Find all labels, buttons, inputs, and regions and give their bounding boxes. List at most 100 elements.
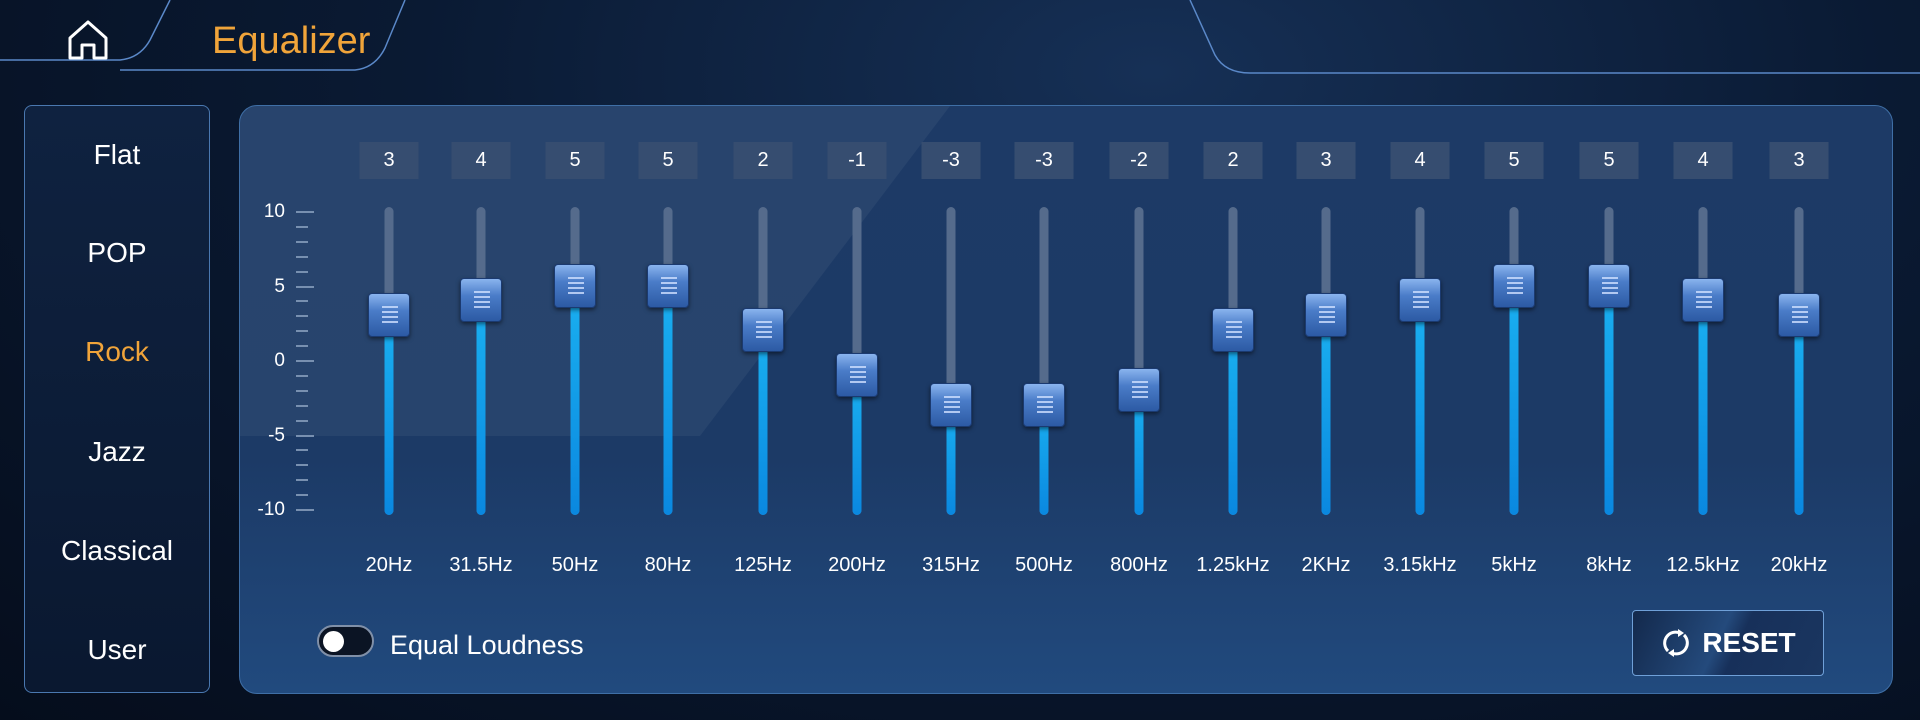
band-frequency-label: 20kHz: [1770, 554, 1828, 576]
slider-handle[interactable]: [930, 382, 972, 427]
slider-track[interactable]: [1039, 207, 1049, 515]
scale-label: 5: [274, 275, 285, 297]
scale-tick: [296, 374, 308, 377]
scale-tick: [296, 449, 308, 452]
scale-tick: [296, 389, 308, 392]
band-value: 2: [733, 142, 793, 179]
slider-handle[interactable]: [1118, 367, 1160, 412]
slider-handle[interactable]: [1778, 293, 1820, 338]
slider-fill: [1321, 315, 1331, 515]
slider-fill: [852, 374, 862, 515]
home-icon[interactable]: [66, 18, 110, 62]
scale-label: -10: [257, 499, 285, 520]
slider-handle[interactable]: [647, 263, 689, 308]
scale-tick: [296, 404, 308, 407]
scale-tick: [296, 240, 308, 243]
slider-fill: [1794, 315, 1804, 515]
preset-user[interactable]: User: [87, 634, 147, 665]
slider-handle[interactable]: [368, 293, 410, 338]
page-title: Equalizer: [212, 20, 371, 62]
band-value: 4: [1673, 142, 1733, 179]
slider-fill: [1415, 300, 1425, 515]
scale-tick: [296, 434, 314, 437]
slider-handle[interactable]: [836, 352, 878, 397]
slider-fill: [663, 285, 673, 515]
scale-tick: [296, 464, 308, 467]
slider-handle[interactable]: [742, 308, 784, 353]
scale-tick: [296, 315, 308, 318]
scale-tick: [296, 345, 308, 348]
refresh-icon: [1663, 629, 1690, 657]
panel-gloss: [240, 106, 950, 436]
slider-handle[interactable]: [554, 263, 596, 308]
scale-tick: [296, 330, 308, 333]
band-frequency-label: 20Hz: [365, 554, 413, 576]
scale-tick: [296, 270, 308, 273]
equalizer-panel: 10 5 0 -5 -10 3 20Hz 4 31.5Hz 5 50Hz 5 80Hz 2 125Hz -1 2…: [239, 105, 1893, 694]
band-value: 3: [1769, 142, 1829, 179]
band-frequency-label: 12.5kHz: [1666, 554, 1740, 576]
slider-fill: [758, 330, 768, 515]
slider-handle[interactable]: [1305, 293, 1347, 338]
slider-handle[interactable]: [1023, 382, 1065, 427]
band-value: 5: [1484, 142, 1544, 179]
band-frequency-label: 315Hz: [922, 554, 980, 576]
slider-track[interactable]: [1134, 207, 1144, 515]
slider-handle[interactable]: [1493, 263, 1535, 308]
slider-handle[interactable]: [460, 278, 502, 323]
band-frequency-label: 1.25kHz: [1196, 554, 1270, 576]
slider-track[interactable]: [946, 207, 956, 515]
slider-handle[interactable]: [1588, 263, 1630, 308]
scale-label: 10: [263, 201, 285, 222]
scale-tick: [296, 255, 308, 258]
scale-tick: [296, 509, 314, 511]
band-value: 2: [1203, 142, 1263, 179]
slider-handle[interactable]: [1399, 278, 1441, 323]
scale-label: 0: [274, 350, 285, 371]
slider-fill: [1228, 330, 1238, 515]
band-value: 5: [638, 142, 698, 179]
band-frequency-label: 2KHz: [1301, 554, 1351, 576]
preset-rock[interactable]: Rock: [85, 336, 149, 367]
slider-handle[interactable]: [1682, 278, 1724, 323]
band-value: -2: [1109, 142, 1169, 179]
band-frequency-label: 5kHz: [1491, 554, 1537, 576]
slider-fill: [1604, 285, 1614, 515]
reset-button[interactable]: RESET: [1632, 610, 1824, 676]
scale-tick: [296, 300, 308, 303]
preset-flat[interactable]: Flat: [93, 139, 141, 170]
slider-fill: [570, 285, 580, 515]
slider-fill: [1509, 285, 1519, 515]
band-value: 4: [451, 142, 511, 179]
preset-pop[interactable]: POP: [87, 237, 147, 268]
band-value: 5: [545, 142, 605, 179]
band-value: -3: [1014, 142, 1074, 179]
slider-handle[interactable]: [1212, 308, 1254, 353]
band-value: -1: [827, 142, 887, 179]
band-frequency-label: 200Hz: [828, 554, 886, 576]
slider-fill: [946, 404, 956, 515]
scale-tick: [296, 285, 314, 288]
scale-label: -5: [268, 424, 285, 446]
band-value: 5: [1579, 142, 1639, 179]
reset-label: RESET: [1702, 627, 1796, 658]
preset-jazz[interactable]: Jazz: [88, 436, 146, 467]
band-frequency-label: 80Hz: [644, 554, 692, 576]
band-value: 4: [1390, 142, 1450, 179]
band-value: 3: [359, 142, 419, 179]
band-value: -3: [921, 142, 981, 179]
toggle-knob: [323, 631, 344, 652]
scale-tick: [296, 225, 308, 228]
header-frame: [0, 0, 1920, 74]
slider-fill: [1698, 300, 1708, 515]
preset-classical[interactable]: Classical: [60, 535, 174, 566]
preset-list: Flat POP Rock Jazz Classical User: [24, 105, 210, 693]
slider-fill: [1039, 404, 1049, 515]
scale-tick: [296, 479, 308, 482]
band-frequency-label: 50Hz: [551, 554, 599, 576]
scale-tick: [296, 360, 314, 362]
scale-tick: [296, 211, 314, 213]
band-frequency-label: 8kHz: [1586, 554, 1632, 576]
band-value: 3: [1296, 142, 1356, 179]
equal-loudness-toggle[interactable]: [317, 625, 374, 657]
